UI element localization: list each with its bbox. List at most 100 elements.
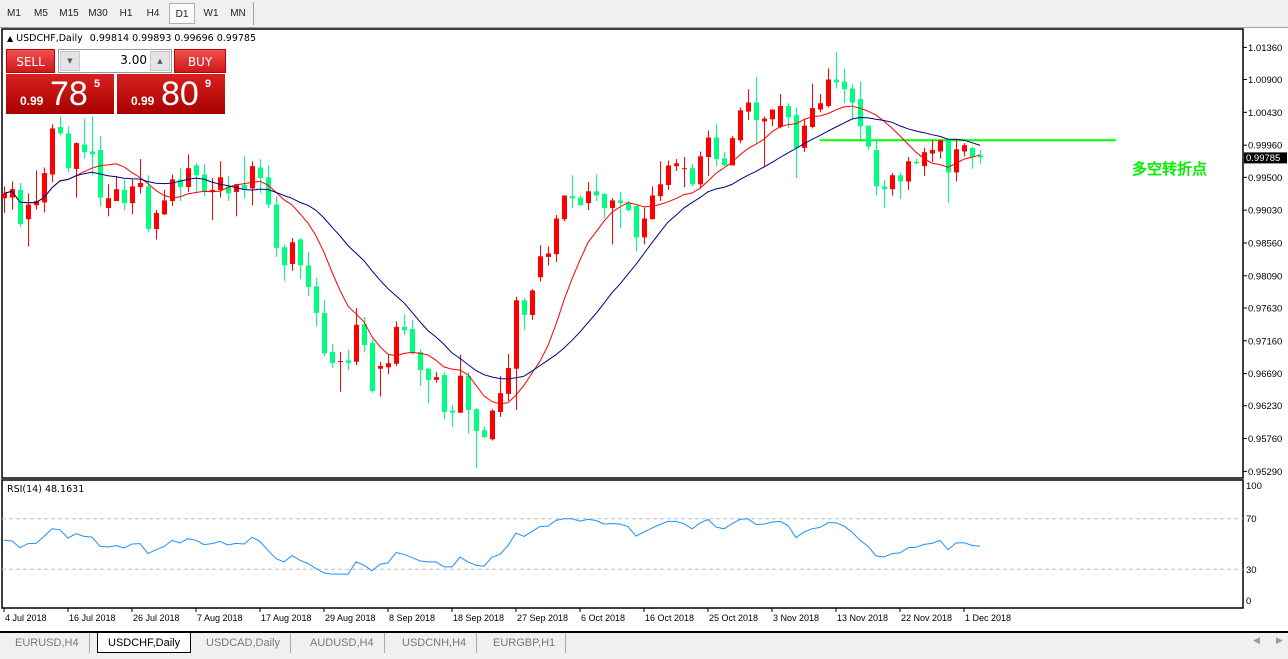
candle-body	[778, 106, 783, 128]
timeframe-m5[interactable]: M5	[34, 8, 48, 19]
bear-candle	[450, 405, 455, 427]
bull-candle	[538, 245, 543, 282]
chart-annotation: 多空转折点	[1132, 160, 1208, 178]
candles	[2, 52, 983, 468]
candle-body	[866, 125, 871, 147]
candle-body	[410, 328, 415, 354]
timeframe-m15[interactable]: M15	[59, 8, 79, 19]
bull-candle	[778, 94, 783, 129]
bear-candle	[594, 174, 599, 202]
bull-candle	[554, 215, 559, 262]
candle-body	[802, 125, 807, 148]
date-axis: 4 Jul 2018 16 Jul 2018 26 Jul 2018 7 Aug 20…	[3, 608, 1011, 623]
candle-body	[122, 189, 127, 204]
bull-candle	[498, 375, 503, 417]
candle-body	[874, 150, 879, 187]
timeframe-m1[interactable]: M1	[7, 8, 21, 19]
bull-candle	[106, 184, 111, 217]
scroll-right-icon[interactable]: ▶	[1276, 636, 1283, 646]
date-tick-label: 8 Sep 2018	[389, 613, 435, 623]
candle-body	[346, 360, 351, 364]
sell-price-box[interactable]: 0.99 78 5	[6, 74, 114, 114]
bear-candle	[346, 349, 351, 371]
lot-size-stepper[interactable]: ▼ 3.00 ▲	[58, 49, 172, 73]
candle-body	[906, 161, 911, 182]
bull-candle	[738, 107, 743, 144]
candle-body	[834, 79, 839, 83]
candle-body	[954, 149, 959, 173]
timeframe-h4[interactable]: H4	[146, 8, 160, 19]
candle-body	[842, 81, 847, 90]
tab-usdcad-daily[interactable]: USDCAD,Daily	[196, 633, 291, 653]
tab-eurgbp-h1[interactable]: EURGBP,H1	[483, 633, 567, 653]
bull-candle	[746, 89, 751, 121]
rsi-tick-label: 100	[1246, 481, 1262, 492]
bear-candle	[330, 344, 335, 369]
bull-candle	[658, 161, 663, 202]
increase-lot-icon[interactable]: ▲	[150, 51, 170, 71]
candle-body	[554, 218, 559, 255]
lot-size-value[interactable]: 3.00	[120, 53, 147, 67]
candle-body	[674, 163, 679, 167]
scroll-left-icon[interactable]: ◀	[1253, 636, 1260, 646]
buy-price-box[interactable]: 0.99 80 9	[117, 74, 225, 114]
candle-body	[482, 430, 487, 438]
candle-body	[2, 193, 7, 199]
sell-button[interactable]: SELL	[6, 49, 55, 73]
candle-body	[914, 161, 919, 164]
bear-candle	[946, 140, 951, 204]
tab-usdcnh-h4[interactable]: USDCNH,H4	[392, 633, 478, 653]
candle-body	[522, 300, 527, 315]
bear-candle	[466, 372, 471, 434]
bear-candle	[322, 300, 327, 357]
bear-candle	[90, 116, 95, 176]
candle-body	[730, 138, 735, 166]
candle-body	[490, 410, 495, 440]
timeframe-m30[interactable]: M30	[88, 8, 108, 19]
buy-price-big: 80	[161, 75, 199, 113]
bull-candle	[770, 109, 775, 127]
candle-body	[338, 361, 343, 363]
bull-candle	[42, 167, 47, 213]
current-price-label: 0.99785	[1246, 153, 1280, 164]
bear-candle	[898, 172, 903, 199]
bear-candle	[866, 125, 871, 151]
timeframe-d1[interactable]: D1	[169, 3, 195, 24]
bear-candle	[266, 165, 271, 209]
timeframe-h1[interactable]: H1	[119, 8, 133, 19]
candle-body	[282, 247, 287, 266]
bull-candle	[818, 94, 823, 113]
bear-candle	[578, 195, 583, 206]
candle-body	[258, 167, 263, 179]
date-tick-label: 25 Oct 2018	[709, 613, 758, 623]
bull-candle	[10, 181, 15, 210]
ohlc-values: 0.99814 0.99893 0.99696 0.99785	[89, 33, 256, 44]
bear-candle	[970, 146, 975, 169]
bear-candle	[874, 139, 879, 196]
candle-body	[946, 140, 951, 173]
candle-body	[298, 239, 303, 266]
tab-eurusd-h4[interactable]: EURUSD,H4	[5, 633, 90, 653]
timeframe-toolbar: M1 M5 M15 M30 H1 H4 D1 W1 MN	[0, 0, 1288, 28]
bear-candle	[18, 182, 23, 227]
bear-candle	[58, 116, 63, 136]
candle-body	[90, 151, 95, 155]
collapse-triangle-icon[interactable]: ▲	[7, 34, 14, 43]
timeframe-w1[interactable]: W1	[203, 8, 219, 19]
candle-body	[642, 218, 647, 238]
bull-candle	[74, 142, 79, 198]
candle-body	[770, 109, 775, 120]
timeframe-mn[interactable]: MN	[230, 8, 246, 19]
tab-audusd-h4[interactable]: AUDUSD,H4	[300, 633, 385, 653]
decrease-lot-icon[interactable]: ▼	[60, 51, 80, 71]
buy-button[interactable]: BUY	[174, 49, 226, 73]
slow-ma-line	[3, 116, 981, 380]
bull-candle	[682, 157, 687, 188]
bull-candle	[162, 189, 167, 216]
candle-body	[378, 365, 383, 369]
candle-body	[738, 110, 743, 141]
tab-usdchf-daily[interactable]: USDCHF,Daily	[97, 633, 192, 653]
rsi-frame	[1, 479, 1244, 609]
moving-averages	[3, 105, 981, 405]
